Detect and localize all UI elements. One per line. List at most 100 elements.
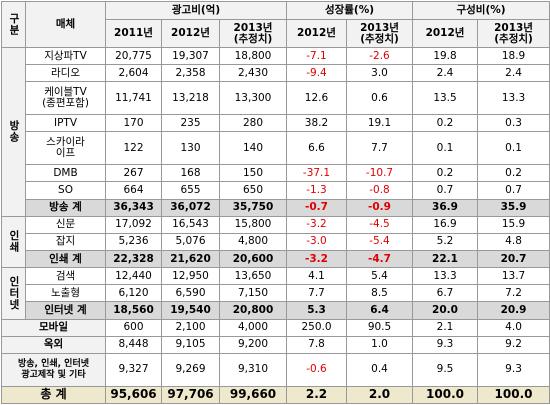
data-cell: 140 bbox=[219, 131, 287, 166]
data-cell: -3.0 bbox=[286, 232, 347, 252]
table-row: 방송 지상파TV 20,775 19,307 18,800 -7.1 -2.6 19.8 18.… bbox=[1, 46, 550, 217]
group-label: 인터넷 bbox=[1, 267, 26, 320]
data-cell: -1.3 bbox=[286, 181, 347, 200]
data-cell: 235 bbox=[161, 114, 220, 133]
data-cell: 6.7 bbox=[412, 284, 479, 303]
data-cell: 150 bbox=[219, 164, 287, 183]
data-cell: 170 bbox=[105, 114, 162, 133]
header-cell: 매체 bbox=[25, 1, 106, 48]
data-cell: -37.1 bbox=[286, 164, 347, 183]
subtotal-label: 인쇄 계 bbox=[25, 249, 106, 269]
data-cell: 2.2 bbox=[286, 385, 347, 405]
data-cell: 4.0 bbox=[477, 318, 550, 337]
data-cell: 16,543 bbox=[161, 215, 220, 234]
data-cell: 19.8 bbox=[412, 46, 479, 66]
data-cell: 5.2 bbox=[412, 232, 479, 252]
data-cell: 9.3 bbox=[412, 335, 479, 354]
data-cell: 8.5 bbox=[345, 284, 414, 303]
table-row: 잡지 5,236 5,076 4,800 -3.0 -5.4 5.2 4.8 bbox=[2, 232, 550, 252]
data-cell: 36,072 bbox=[161, 198, 220, 217]
header-group: 성장률(%) bbox=[285, 1, 414, 20]
table-row: 옥외 8,448 9,105 9,200 7.8 1.0 9.3 9.2 bbox=[1, 335, 550, 354]
data-cell: 13,650 bbox=[219, 267, 287, 286]
table-row: 케이블TV (종편포함) 11,741 13,218 13,300 12.6 0.6 13.… bbox=[2, 81, 550, 116]
data-cell: 9.3 bbox=[477, 352, 550, 387]
data-cell: -7.1 bbox=[286, 46, 347, 66]
data-cell: 600 bbox=[105, 318, 162, 337]
data-cell: 99,660 bbox=[219, 385, 287, 405]
data-cell: 97,706 bbox=[161, 385, 220, 405]
data-cell: 13.7 bbox=[477, 267, 550, 286]
data-cell: 22.1 bbox=[412, 249, 479, 269]
data-cell: 2.4 bbox=[412, 64, 479, 83]
data-cell: 1.0 bbox=[345, 335, 414, 354]
subtotal-label: 인터넷 계 bbox=[25, 301, 106, 320]
data-cell: 0.6 bbox=[345, 81, 414, 116]
group-label: 인쇄 bbox=[1, 215, 26, 269]
data-cell: 9,327 bbox=[105, 352, 162, 387]
data-cell: 9,269 bbox=[161, 352, 220, 387]
data-cell: 13.3 bbox=[477, 81, 550, 116]
data-cell: 2.4 bbox=[477, 64, 550, 83]
data-cell: -5.4 bbox=[345, 232, 414, 252]
data-cell: 4,000 bbox=[219, 318, 287, 337]
data-cell: 0.1 bbox=[477, 131, 550, 166]
data-cell: 38.2 bbox=[286, 114, 347, 133]
data-cell: 12,440 bbox=[105, 267, 162, 286]
data-cell: 36,343 bbox=[105, 198, 162, 217]
row-label: 지상파TV bbox=[25, 46, 106, 66]
data-cell: 6.4 bbox=[345, 301, 414, 320]
data-cell: 2,358 bbox=[161, 64, 220, 83]
data-cell: 9,200 bbox=[219, 335, 287, 354]
header-cell: 2012년 bbox=[412, 19, 479, 48]
header-cell: 2012년 bbox=[286, 19, 347, 48]
data-cell: 7.7 bbox=[345, 131, 414, 166]
row-label: 신문 bbox=[25, 215, 106, 234]
row-label: 모바일 bbox=[1, 318, 106, 337]
header-group: 광고비(억) bbox=[105, 1, 287, 20]
data-cell: 36.9 bbox=[412, 198, 479, 217]
data-cell: -0.8 bbox=[345, 181, 414, 200]
data-cell: 18,800 bbox=[219, 46, 287, 66]
data-cell: -4.5 bbox=[345, 215, 414, 234]
data-cell: 35.9 bbox=[477, 198, 550, 217]
data-cell: 7.8 bbox=[286, 335, 347, 354]
data-cell: 267 bbox=[105, 164, 162, 183]
data-cell: 13,218 bbox=[161, 81, 220, 116]
row-label: IPTV bbox=[25, 114, 106, 133]
data-cell: -0.9 bbox=[345, 198, 414, 217]
data-cell: 8,448 bbox=[105, 335, 162, 354]
data-cell: 0.1 bbox=[412, 131, 479, 166]
header-cell: 2011년 bbox=[105, 19, 162, 48]
data-cell: 5,076 bbox=[161, 232, 220, 252]
data-cell: 20,600 bbox=[219, 249, 287, 269]
data-cell: 20.9 bbox=[477, 301, 550, 320]
data-cell: 5.3 bbox=[286, 301, 347, 320]
table-row: 스카이라 이프 122 130 140 6.6 7.7 0.1 0.1 bbox=[2, 131, 550, 166]
data-cell: 2,604 bbox=[105, 64, 162, 83]
data-cell: 6,120 bbox=[105, 284, 162, 303]
data-cell: 2.1 bbox=[412, 318, 479, 337]
data-cell: 17,092 bbox=[105, 215, 162, 234]
data-cell: 19.1 bbox=[345, 114, 414, 133]
header-cell: 2013년 (추정치) bbox=[345, 19, 414, 48]
data-cell: 2,100 bbox=[161, 318, 220, 337]
data-cell: 0.2 bbox=[412, 114, 479, 133]
data-cell: 5.4 bbox=[345, 267, 414, 286]
header-cell: 2013년 (추정치) bbox=[219, 19, 287, 48]
grand-total-label: 총 계 bbox=[1, 385, 106, 405]
header-cell: 2012년 bbox=[161, 19, 220, 48]
table-row: 모바일 600 2,100 4,000 250.0 90.5 2.1 4.0 bbox=[1, 318, 550, 337]
data-cell: 18,560 bbox=[105, 301, 162, 320]
data-cell: 9.2 bbox=[477, 335, 550, 354]
data-cell: 280 bbox=[219, 114, 287, 133]
group-label: 방송 bbox=[1, 47, 26, 217]
data-cell: 100.0 bbox=[412, 385, 479, 405]
table-row: 2011년 2012년 2013년 (추정치) 2012년 2013년 (추정치) 201… bbox=[2, 19, 550, 48]
data-cell: 664 bbox=[105, 181, 162, 200]
data-cell: 9,105 bbox=[161, 335, 220, 354]
header-cell: 구분 bbox=[1, 1, 26, 48]
data-cell: 20.7 bbox=[477, 249, 550, 269]
data-cell: 0.2 bbox=[477, 164, 550, 183]
